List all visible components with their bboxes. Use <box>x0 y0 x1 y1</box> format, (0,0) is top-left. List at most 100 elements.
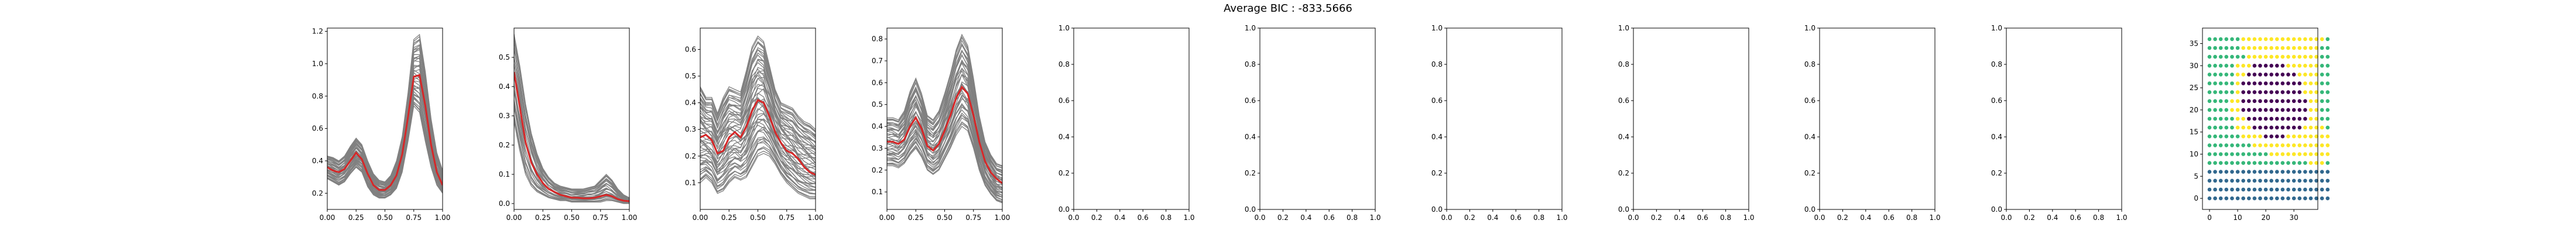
scatter-point-cluster-3 <box>2247 64 2251 68</box>
scatter-point-cluster-3 <box>2286 134 2290 139</box>
scatter-point-cluster-3 <box>2263 37 2268 42</box>
scatter-point-cluster-2 <box>2235 46 2240 50</box>
y-tick-label: 0.4 <box>1991 133 2002 141</box>
scatter-point-cluster-1 <box>2258 187 2262 192</box>
cluster-curve <box>700 150 816 198</box>
x-tick-label: 0.2 <box>1651 214 1662 222</box>
scatter-point-cluster-0 <box>2247 73 2251 77</box>
y-tick-label: 0.4 <box>312 157 323 165</box>
scatter-point-cluster-3 <box>2320 143 2324 147</box>
scatter-point-cluster-3 <box>2314 64 2318 68</box>
scatter-point-cluster-2 <box>2320 46 2324 50</box>
scatter-point-cluster-2 <box>2224 64 2229 68</box>
x-tick-label: 0.6 <box>1510 214 1522 222</box>
scatter-point-cluster-2 <box>2224 37 2229 42</box>
y-tick-label: 0.1 <box>872 188 883 196</box>
x-tick-label: 0.8 <box>1160 214 1171 222</box>
cluster-curve <box>887 114 1002 198</box>
x-tick-label: 0.4 <box>1674 214 1685 222</box>
scatter-point-cluster-1 <box>2275 170 2279 174</box>
x-tick-label: 0.75 <box>406 214 422 222</box>
scatter-point-cluster-2 <box>2325 46 2330 50</box>
scatter-point-cluster-3 <box>2291 46 2296 50</box>
scatter-point-cluster-3 <box>2269 152 2273 156</box>
x-tick-label: 0.4 <box>1487 214 1498 222</box>
scatter-point-cluster-1 <box>2207 178 2212 183</box>
scatter-point-cluster-1 <box>2241 187 2245 192</box>
x-tick-label: 0.2 <box>1464 214 1475 222</box>
scatter-point-cluster-2 <box>2218 116 2223 121</box>
scatter-point-cluster-3 <box>2280 46 2285 50</box>
scatter-point-cluster-2 <box>2207 99 2212 104</box>
x-tick-label: 0.25 <box>721 214 737 222</box>
scatter-point-cluster-0 <box>2252 81 2257 85</box>
x-tick-label: 20 <box>2261 214 2270 222</box>
scatter-point-cluster-0 <box>2252 64 2257 68</box>
scatter-point-cluster-2 <box>2230 37 2234 42</box>
scatter-point-cluster-3 <box>2297 64 2302 68</box>
scatter-point-cluster-3 <box>2308 99 2313 104</box>
scatter-point-cluster-2 <box>2207 37 2212 42</box>
scatter-point-cluster-2 <box>2263 161 2268 165</box>
scatter-point-cluster-3 <box>2308 161 2313 165</box>
scatter-point-cluster-2 <box>2224 90 2229 94</box>
scatter-point-cluster-1 <box>2235 170 2240 174</box>
scatter-point-cluster-1 <box>2325 178 2330 183</box>
scatter-point-cluster-2 <box>2218 152 2223 156</box>
scatter-point-cluster-2 <box>2325 54 2330 59</box>
y-tick-label: 30 <box>2190 61 2198 70</box>
scatter-point-cluster-0 <box>2258 64 2262 68</box>
scatter-point-cluster-1 <box>2314 178 2318 183</box>
y-tick-label: 0.1 <box>499 170 510 178</box>
scatter-point-cluster-2 <box>2258 161 2262 165</box>
x-tick-label: 0.50 <box>937 214 953 222</box>
x-tick-label: 1.0 <box>2116 214 2127 222</box>
x-tick-label: 0.8 <box>1906 214 1917 222</box>
scatter-point-cluster-1 <box>2218 178 2223 183</box>
scatter-point-cluster-2 <box>2241 152 2245 156</box>
y-tick-label: 0.6 <box>1991 97 2002 105</box>
x-tick-label: 0.6 <box>1883 214 1895 222</box>
scatter-point-cluster-0 <box>2247 108 2251 112</box>
cluster-curve <box>700 108 816 178</box>
cluster-curve <box>887 33 1002 166</box>
scatter-point-cluster-2 <box>2325 116 2330 121</box>
scatter-point-cluster-2 <box>2207 73 2212 77</box>
scatter-point-cluster-3 <box>2314 143 2318 147</box>
y-tick-label: 0.8 <box>1245 60 1256 68</box>
scatter-point-cluster-3 <box>2241 64 2245 68</box>
scatter-point-cluster-0 <box>2291 90 2296 94</box>
cluster-curve <box>700 88 816 174</box>
cluster-curve <box>700 37 816 132</box>
scatter-point-cluster-1 <box>2258 196 2262 201</box>
y-tick-label: 0.0 <box>1245 205 1256 214</box>
scatter-point-cluster-0 <box>2269 81 2273 85</box>
cluster-curve <box>887 54 1002 171</box>
y-tick-label: 0.2 <box>872 166 883 174</box>
scatter-point-cluster-1 <box>2207 187 2212 192</box>
scatter-point-cluster-0 <box>2247 90 2251 94</box>
mean-curve <box>327 74 443 191</box>
scatter-point-cluster-2 <box>2325 125 2330 130</box>
scatter-point-cluster-1 <box>2280 196 2285 201</box>
scatter-point-cluster-2 <box>2213 152 2217 156</box>
x-tick-label: 0.0 <box>2000 214 2012 222</box>
axes-frame <box>513 27 630 210</box>
scatter-point-cluster-1 <box>2218 187 2223 192</box>
scatter-point-cluster-2 <box>2320 99 2324 104</box>
scatter-point-cluster-2 <box>2235 37 2240 42</box>
scatter-point-cluster-3 <box>2286 64 2290 68</box>
scatter-point-cluster-1 <box>2252 196 2257 201</box>
scatter-point-cluster-0 <box>2269 73 2273 77</box>
scatter-point-cluster-1 <box>2320 187 2324 192</box>
scatter-point-cluster-0 <box>2263 90 2268 94</box>
scatter-point-cluster-3 <box>2286 54 2290 59</box>
y-tick-label: 0.8 <box>1431 60 1443 68</box>
scatter-point-cluster-3 <box>2314 116 2318 121</box>
x-tick-label: 1.00 <box>622 214 638 222</box>
cluster-curve <box>700 77 816 167</box>
scatter-point-cluster-3 <box>2235 73 2240 77</box>
cluster-curve <box>700 70 816 156</box>
scatter-point-cluster-3 <box>2252 143 2257 147</box>
axes-frame <box>700 27 816 210</box>
